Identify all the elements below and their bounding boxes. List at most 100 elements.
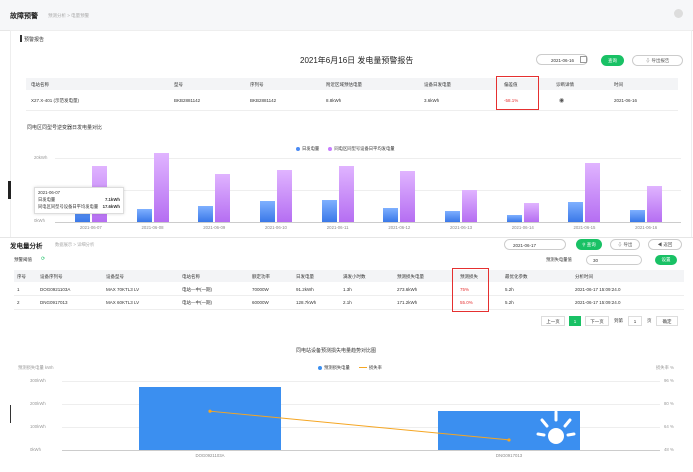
chart-bar <box>198 205 214 222</box>
col-header: 序列号 <box>250 82 264 87</box>
divider <box>14 295 684 296</box>
y-axis-title: 预测损失电量 kWh <box>18 365 54 370</box>
calendar-icon[interactable] <box>580 56 587 63</box>
chart-bar <box>321 199 337 222</box>
table-cell: 5.2h <box>505 300 514 305</box>
scroll-handle[interactable] <box>10 405 11 423</box>
table-cell: 5.2h <box>505 287 514 292</box>
sub-label: 预警阈值 <box>14 257 32 262</box>
query-label: 查询 <box>586 242 596 247</box>
x-tick-label: 2021-06-10 <box>264 225 287 230</box>
col-header: 日发电量 <box>296 274 314 279</box>
eye-icon[interactable]: ◉ <box>559 98 565 104</box>
highlight-box <box>496 76 539 110</box>
x-axis <box>55 222 681 223</box>
table-cell: 70000W <box>252 287 269 292</box>
chart-bar <box>523 203 539 222</box>
y-tick-label: 0kWh <box>34 218 45 223</box>
analysis-query-button[interactable]: ⚲ 查询 <box>576 239 602 250</box>
gridline <box>62 450 660 451</box>
section-label: 预警报告 <box>24 37 45 43</box>
back-button[interactable]: ◀ 返回 <box>648 239 682 250</box>
user-avatar-icon[interactable] <box>674 9 683 18</box>
col-header: 预测损失 <box>460 274 478 279</box>
col-header: 最优化参数 <box>505 274 528 279</box>
col-header: 设备型号 <box>106 274 124 279</box>
tooltip-label: 日发电量 <box>38 197 56 202</box>
export-icon: ⇩ <box>617 242 624 247</box>
chart-legend: 日发电量 同电区同型号设备日平均发电量 <box>296 146 395 152</box>
export-label: 导出报告 <box>651 58 670 63</box>
chart-bar <box>630 210 646 222</box>
x-tick-label: 2021-06-15 <box>573 225 596 230</box>
refresh-icon[interactable]: ⟳ <box>41 256 46 262</box>
x-tick-label: DOG0921103A <box>195 453 225 458</box>
x-tick-label: 2021-06-12 <box>388 225 411 230</box>
query-button[interactable]: 查询 <box>601 55 624 66</box>
table-cell: 273.6kWh <box>397 287 418 292</box>
legend-label: 预测损失电量 <box>324 365 350 370</box>
threshold-input[interactable]: 30 <box>586 255 642 265</box>
page-unit-label: 页 <box>647 318 652 323</box>
table-cell: 128.7kWh <box>296 300 317 305</box>
tooltip-label: 同电区同型号设备日平均发电量 <box>38 204 99 209</box>
loss-rate-cell: 55.0% <box>460 300 473 305</box>
x-tick-label: 2021-06-09 <box>203 225 226 230</box>
export-icon: ⇩ <box>645 58 652 63</box>
sun-logo-icon <box>536 410 576 444</box>
legend-swatch <box>318 365 322 370</box>
page-number-input[interactable]: 1 <box>628 316 642 326</box>
gridline <box>55 190 681 191</box>
gridline <box>55 158 681 159</box>
chart-bar <box>383 207 399 222</box>
divider <box>0 237 693 238</box>
y2-tick-label: 96 % <box>664 378 674 383</box>
divider <box>26 110 678 111</box>
col-header: 时间 <box>614 82 623 87</box>
analysis-date-input[interactable]: 2021-06-17 <box>504 239 566 250</box>
export-label: 导出 <box>623 242 633 247</box>
prev-page-button[interactable]: 上一页 <box>541 316 565 326</box>
table-cell: 2 <box>17 300 20 305</box>
table-cell: BKB2881142 <box>250 98 277 103</box>
table-cell: MAX 60KTL3 LV <box>106 300 140 305</box>
col-header: 电站名称 <box>182 274 200 279</box>
divider <box>14 309 684 310</box>
x-tick-label: 2021-06-16 <box>635 225 658 230</box>
table-cell: 1.3h <box>343 287 352 292</box>
section-marker <box>20 35 22 42</box>
next-page-button[interactable]: 下一页 <box>585 316 609 326</box>
page-title: 故障预警 <box>10 13 38 20</box>
y2-tick-label: 64 % <box>664 424 674 429</box>
table-cell: 91.2kWh <box>296 287 314 292</box>
chart-title: 同电区同型号逆变器日发电量对比 <box>27 125 103 131</box>
export-report-button[interactable]: ⇩ 导出报告 <box>632 55 683 66</box>
confirm-page-button[interactable]: 确定 <box>656 316 678 326</box>
chart2-title: 同电站设备预测损失电量趋势对比图 <box>296 348 377 354</box>
scroll-handle[interactable] <box>8 181 11 199</box>
x-tick-label: DNG0917013 <box>495 453 523 458</box>
chart-bar <box>259 201 275 222</box>
analysis-export-button[interactable]: ⇩ 导出 <box>610 239 640 250</box>
tooltip-value: 7.1kWh <box>104 197 120 202</box>
legend-label: 日发电量 <box>302 146 320 151</box>
goto-label: 到第 <box>614 318 623 323</box>
current-page-button[interactable]: 1 <box>569 316 581 326</box>
chart-bar <box>276 169 292 222</box>
report-date-input[interactable]: 2021-06-16 <box>536 54 588 65</box>
chart-bar <box>153 153 169 222</box>
chart-bar <box>139 387 281 450</box>
table-cell: 电站—中(一期) <box>182 287 212 292</box>
x-tick-label: 2021-06-11 <box>326 225 349 230</box>
x-tick-label: 2021-06-07 <box>79 225 102 230</box>
table-cell: 60000W <box>252 300 269 305</box>
table-cell: 2.1h <box>343 300 352 305</box>
loss-rate-cell: 75% <box>460 287 470 292</box>
search-icon: ⚲ <box>582 242 587 247</box>
table-cell: 2021-06-16 <box>614 98 638 103</box>
report-title: 2021年6月16日 发电量预警报告 <box>300 56 414 65</box>
col-header: 分析时间 <box>575 274 593 279</box>
set-threshold-button[interactable]: 设置 <box>655 255 677 265</box>
breadcrumb: 预测分析 > 电量预警 <box>48 13 90 18</box>
back-label: 返回 <box>663 242 673 247</box>
